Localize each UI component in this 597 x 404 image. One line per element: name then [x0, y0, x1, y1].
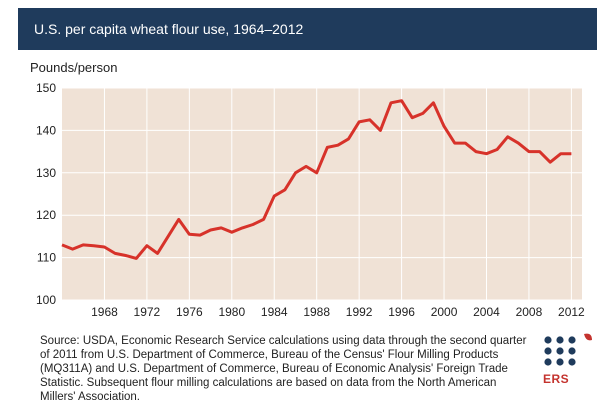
x-tick-label: 2004: [473, 305, 500, 319]
x-tick-label: 1972: [134, 305, 161, 319]
source-note: Source: USDA, Economic Research Service …: [40, 335, 527, 403]
ers-logo-text: ERS: [543, 372, 570, 386]
y-tick-label: 150: [36, 81, 56, 95]
series-line: [61, 99, 572, 260]
plot-area: [62, 88, 582, 300]
x-tick-label: 2012: [558, 305, 585, 319]
x-tick-label: 1976: [176, 305, 203, 319]
line-chart: 100 110 120 130 140 150 1968 1972 1976 1980 1984 19…: [36, 81, 585, 319]
y-tick-label: 100: [36, 293, 56, 307]
x-tick-label: 2000: [431, 305, 458, 319]
data-series: [61, 99, 572, 260]
x-tick-label: 1996: [388, 305, 415, 319]
tick-labels: 100 110 120 130 140 150 1968 1972 1976 1980 1984 19…: [36, 81, 585, 319]
chart-title: U.S. per capita wheat flour use, 1964–20…: [34, 21, 304, 37]
x-tick-label: 1988: [303, 305, 330, 319]
chart-title-bar: U.S. per capita wheat flour use, 1964–20…: [18, 8, 597, 50]
x-tick-label: 1984: [261, 305, 288, 319]
y-axis-label: Pounds/person: [30, 60, 118, 75]
ers-logo-icon: [544, 333, 592, 366]
y-tick-label: 110: [37, 251, 56, 265]
y-tick-label: 120: [36, 208, 56, 222]
x-tick-label: 2008: [516, 305, 543, 319]
y-tick-label: 130: [36, 166, 56, 180]
x-tick-label: 1980: [218, 305, 245, 319]
x-tick-label: 1992: [346, 305, 373, 319]
x-tick-label: 1968: [91, 305, 118, 319]
y-tick-label: 140: [36, 123, 56, 137]
gridlines: [62, 87, 582, 301]
